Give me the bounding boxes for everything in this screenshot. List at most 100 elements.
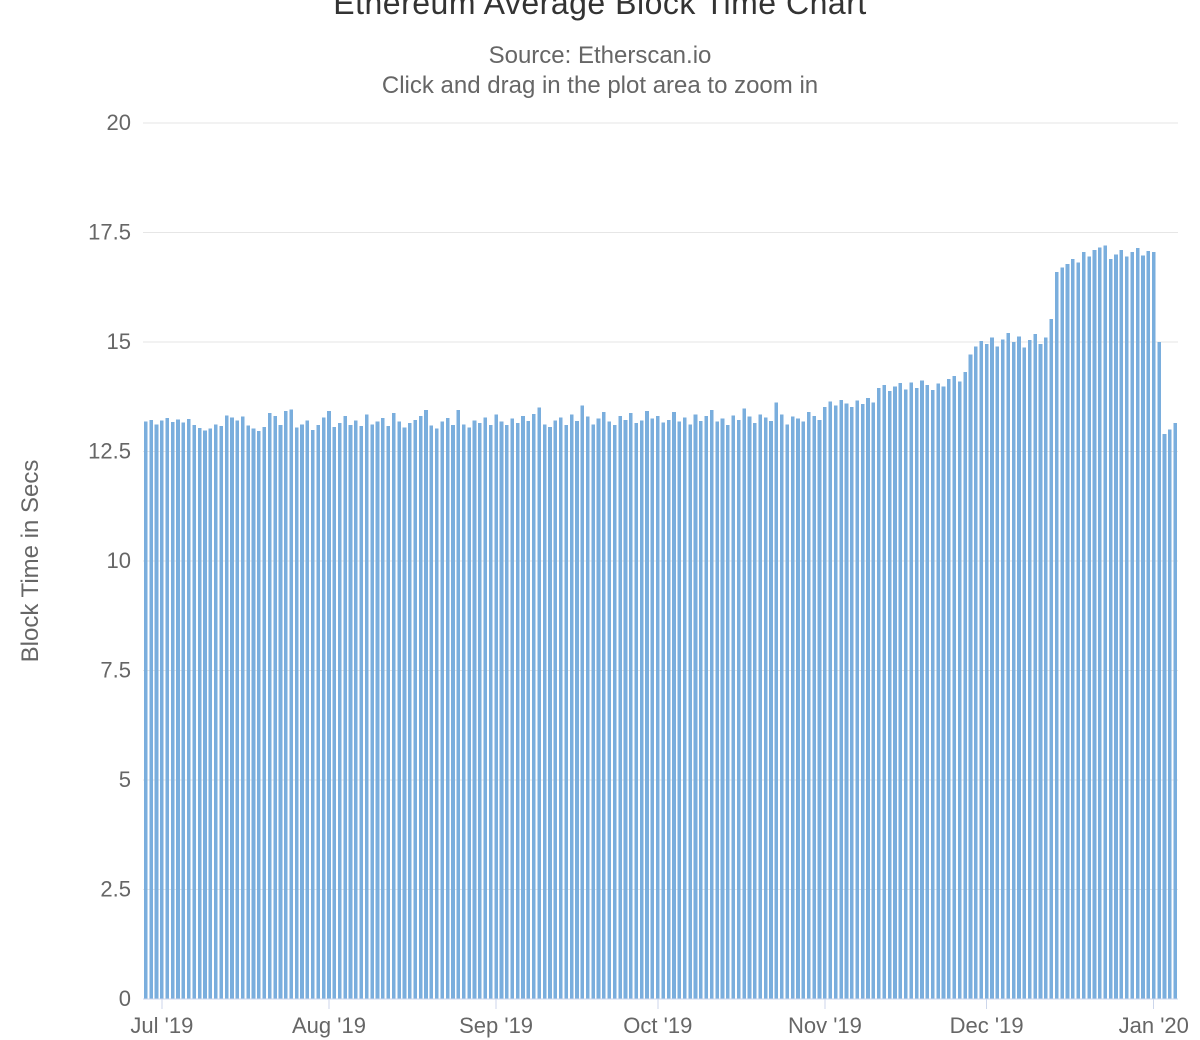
- bar[interactable]: [629, 412, 633, 1000]
- bar[interactable]: [995, 346, 1000, 999]
- bar[interactable]: [1011, 342, 1016, 999]
- bar[interactable]: [817, 419, 822, 1000]
- bar[interactable]: [429, 425, 434, 999]
- bar[interactable]: [327, 411, 331, 999]
- bar[interactable]: [386, 426, 391, 1000]
- bar[interactable]: [354, 420, 358, 999]
- bar[interactable]: [1027, 339, 1032, 999]
- bar[interactable]: [391, 412, 396, 1000]
- bar[interactable]: [251, 428, 256, 1000]
- bar[interactable]: [850, 406, 854, 999]
- bar[interactable]: [240, 416, 245, 1000]
- bar[interactable]: [1098, 247, 1102, 999]
- bar[interactable]: [979, 341, 984, 999]
- bar[interactable]: [618, 416, 622, 999]
- bar[interactable]: [359, 426, 364, 1000]
- bar[interactable]: [839, 399, 843, 999]
- bar[interactable]: [192, 425, 197, 1000]
- bar[interactable]: [936, 383, 940, 999]
- bar[interactable]: [197, 427, 202, 1000]
- bar[interactable]: [165, 418, 170, 1000]
- bar[interactable]: [709, 409, 714, 999]
- bar[interactable]: [925, 384, 930, 999]
- bar[interactable]: [418, 416, 423, 999]
- bar[interactable]: [693, 414, 698, 999]
- bar[interactable]: [440, 421, 444, 1000]
- bar[interactable]: [548, 426, 552, 1000]
- bar[interactable]: [284, 411, 288, 999]
- bar[interactable]: [731, 415, 736, 1000]
- bar[interactable]: [682, 417, 687, 1000]
- bar[interactable]: [801, 421, 806, 1000]
- bar[interactable]: [1033, 334, 1037, 999]
- bar[interactable]: [763, 417, 768, 1000]
- bar[interactable]: [224, 415, 229, 1000]
- bar[interactable]: [321, 417, 326, 1000]
- bar[interactable]: [1006, 333, 1010, 999]
- bar[interactable]: [1065, 264, 1070, 999]
- bar[interactable]: [521, 416, 525, 999]
- bar[interactable]: [774, 402, 779, 999]
- bar[interactable]: [893, 386, 897, 999]
- bar[interactable]: [1135, 247, 1140, 999]
- bar[interactable]: [596, 418, 601, 999]
- bar[interactable]: [688, 424, 692, 1000]
- bar[interactable]: [1124, 256, 1129, 1000]
- bar[interactable]: [715, 421, 719, 1000]
- bar[interactable]: [483, 417, 488, 1000]
- bar[interactable]: [1081, 252, 1086, 999]
- bar[interactable]: [656, 416, 660, 999]
- bar[interactable]: [623, 419, 628, 1000]
- bar[interactable]: [445, 418, 450, 1000]
- bar[interactable]: [537, 407, 542, 999]
- bar[interactable]: [467, 427, 471, 999]
- bar[interactable]: [947, 378, 951, 999]
- bar[interactable]: [542, 424, 547, 1000]
- bar[interactable]: [957, 381, 962, 999]
- bar[interactable]: [434, 428, 439, 1000]
- bar[interactable]: [300, 424, 304, 1000]
- bar[interactable]: [677, 421, 682, 1000]
- bar[interactable]: [1071, 258, 1075, 999]
- bar[interactable]: [424, 409, 428, 999]
- bar[interactable]: [968, 354, 973, 999]
- bar[interactable]: [160, 420, 164, 999]
- bar[interactable]: [612, 425, 617, 1000]
- bar[interactable]: [607, 421, 612, 1000]
- bar[interactable]: [149, 419, 153, 1000]
- bar[interactable]: [639, 420, 644, 999]
- bar[interactable]: [974, 346, 978, 999]
- bar[interactable]: [887, 391, 892, 999]
- bar[interactable]: [882, 384, 887, 999]
- bar[interactable]: [337, 423, 342, 999]
- bar[interactable]: [176, 419, 180, 999]
- bar[interactable]: [833, 405, 838, 999]
- bar[interactable]: [672, 412, 676, 1000]
- bar[interactable]: [348, 425, 353, 1000]
- bar[interactable]: [461, 424, 466, 1000]
- bar[interactable]: [726, 425, 730, 1000]
- bar[interactable]: [505, 425, 509, 1000]
- bar[interactable]: [602, 412, 606, 1000]
- bar[interactable]: [823, 406, 827, 999]
- bar[interactable]: [1060, 267, 1064, 999]
- bar[interactable]: [235, 420, 240, 999]
- bar[interactable]: [812, 416, 816, 999]
- bar[interactable]: [844, 403, 849, 999]
- bar[interactable]: [1017, 336, 1021, 999]
- bar[interactable]: [903, 389, 908, 999]
- bar[interactable]: [1141, 255, 1145, 999]
- bar[interactable]: [806, 412, 811, 1000]
- bar[interactable]: [1168, 429, 1172, 1000]
- bar[interactable]: [963, 371, 967, 999]
- bar[interactable]: [704, 416, 709, 999]
- bar[interactable]: [877, 387, 881, 999]
- bar[interactable]: [1092, 250, 1097, 999]
- bar[interactable]: [758, 414, 763, 999]
- bar[interactable]: [920, 380, 924, 999]
- bar[interactable]: [553, 420, 558, 999]
- bar[interactable]: [332, 426, 337, 1000]
- bar[interactable]: [575, 420, 579, 1000]
- bar[interactable]: [1103, 245, 1108, 999]
